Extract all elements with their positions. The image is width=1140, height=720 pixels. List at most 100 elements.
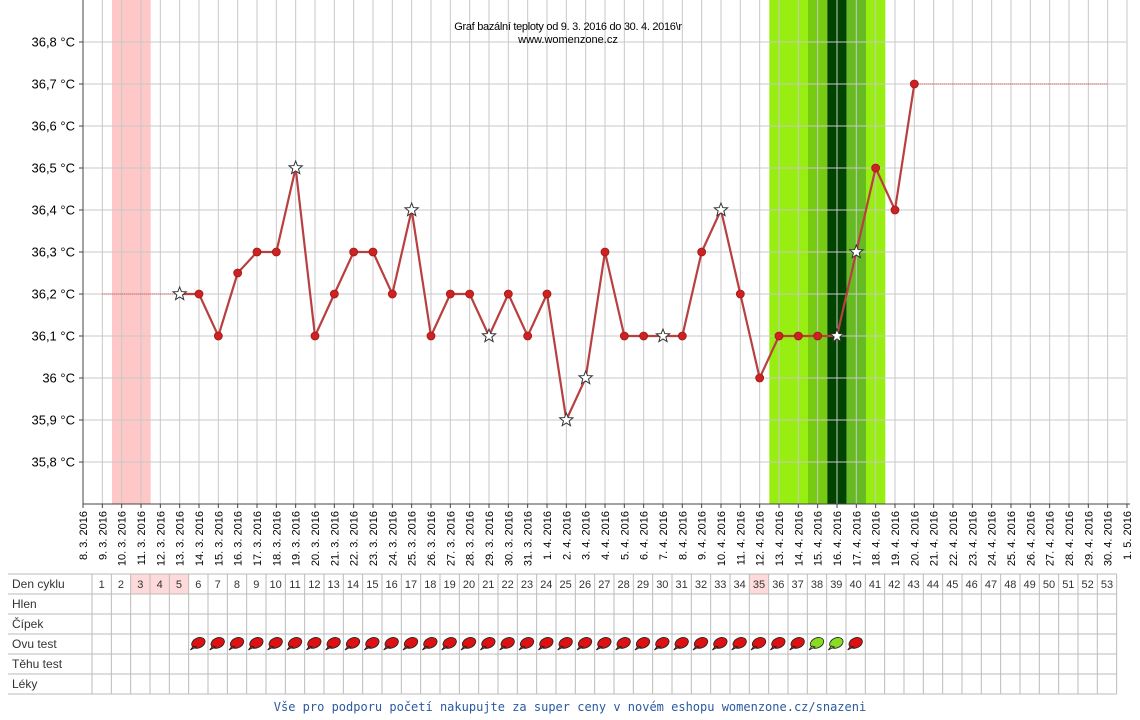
- x-tick-label: 28. 4. 2016: [1064, 511, 1076, 566]
- data-point: [310, 331, 320, 341]
- x-tick-label: 9. 3. 2016: [97, 511, 109, 560]
- data-point: [233, 268, 243, 278]
- cycle-day-label: 17: [405, 579, 417, 591]
- table-row-label: Den cyklu: [12, 577, 65, 591]
- cycle-day-label: 15: [366, 579, 378, 591]
- ovu-test-negative-icon: [422, 637, 438, 651]
- ovu-test-negative-icon: [190, 637, 206, 651]
- cycle-day-label: 26: [579, 579, 591, 591]
- chart-axes: [79, 0, 1130, 508]
- cycle-day-label: 6: [195, 579, 201, 591]
- y-tick-label: 36,5 °C: [31, 161, 75, 176]
- x-tick-label: 23. 4. 2016: [967, 511, 979, 566]
- cycle-day-label: 49: [1024, 579, 1036, 591]
- ovu-test-negative-icon: [441, 637, 457, 651]
- cycle-day-label: 20: [463, 579, 475, 591]
- ovu-test-negative-icon: [499, 637, 515, 651]
- highlighted-day-cell: [749, 574, 769, 594]
- cycle-day-label: 46: [966, 579, 978, 591]
- cycle-day-label: 29: [637, 579, 649, 591]
- data-point: [252, 247, 262, 257]
- data-point: [619, 331, 629, 341]
- data-point: [194, 289, 204, 299]
- data-point: [909, 79, 919, 89]
- x-tick-label: 17. 4. 2016: [851, 511, 863, 566]
- cycle-day-label: 25: [560, 579, 572, 591]
- y-tick-label: 36,6 °C: [31, 119, 75, 134]
- highlighted-day-cell: [169, 574, 189, 594]
- x-tick-label: 24. 4. 2016: [987, 511, 999, 566]
- data-point: [677, 331, 687, 341]
- ovu-test-negative-icon: [267, 637, 283, 651]
- data-point-star: [655, 327, 671, 343]
- cycle-day-label: 3: [137, 579, 143, 591]
- x-tick-label: 26. 3. 2016: [426, 511, 438, 566]
- data-point-star: [713, 201, 729, 217]
- data-point-star: [403, 201, 420, 217]
- table-row-label: Hlen: [12, 597, 37, 611]
- chart-title: Graf bazální teploty od 9. 3. 2016 do 30…: [454, 21, 682, 33]
- ovu-test-positive-icon: [828, 637, 844, 651]
- bbt-chart: Graf bazální teploty od 9. 3. 2016 do 30…: [8, 0, 1134, 695]
- x-tick-label: 17. 3. 2016: [252, 511, 264, 566]
- y-tick-label: 36,3 °C: [31, 245, 75, 260]
- cycle-day-label: 52: [1082, 579, 1094, 591]
- ovu-test-negative-icon: [209, 637, 225, 651]
- ovu-test-negative-icon: [847, 637, 863, 651]
- cycle-day-label: 5: [176, 579, 182, 591]
- ovu-test-negative-icon: [634, 637, 651, 651]
- x-tick-label: 12. 3. 2016: [155, 511, 167, 566]
- ovu-test-negative-icon: [596, 637, 612, 651]
- data-point: [639, 331, 649, 341]
- data-point-star: [829, 327, 845, 343]
- cycle-day-label: 43: [908, 579, 920, 591]
- cycle-day-label: 42: [888, 579, 900, 591]
- cycle-table: Den cyklu Hlen Čípek Ovu test Těhu test Léky 1…: [8, 573, 1118, 695]
- y-tick-labels: 35,8 °C 35,9 °C 36 °C 36,1 °C 36,2 °C 36,3 °C…: [31, 35, 75, 470]
- ovu-test-negative-icon: [460, 637, 477, 651]
- x-tick-label: 11. 4. 2016: [735, 511, 747, 565]
- x-tick-label: 13. 4. 2016: [774, 511, 786, 566]
- ovu-test-negative-icon: [712, 637, 728, 651]
- ovu-test-negative-icon: [789, 637, 805, 651]
- y-tick-label: 36,7 °C: [31, 77, 75, 92]
- chart-grid: [82, 0, 1128, 504]
- cycle-day-label: 8: [234, 579, 240, 591]
- cycle-day-label: 47: [985, 579, 997, 591]
- x-tick-label: 15. 4. 2016: [813, 511, 825, 566]
- x-tick-label: 14. 3. 2016: [194, 511, 206, 566]
- ovu-test-negative-icon: [750, 637, 767, 651]
- x-tick-label: 31. 3. 2016: [523, 511, 535, 566]
- data-point: [697, 247, 707, 257]
- ovu-test-negative-icon: [480, 637, 496, 651]
- x-tick-label: 10. 4. 2016: [716, 511, 728, 566]
- x-tick-label: 1. 4. 2016: [542, 511, 554, 560]
- cycle-day-label: 39: [830, 579, 842, 591]
- x-tick-label: 14. 4. 2016: [793, 511, 805, 566]
- shop-link[interactable]: Vše pro podporu početí nakupujte za supe…: [273, 700, 867, 714]
- table-row-label: Léky: [12, 677, 37, 691]
- cycle-day-label: 30: [656, 579, 668, 591]
- y-tick-label: 36,4 °C: [31, 203, 75, 218]
- x-tick-label: 22. 4. 2016: [948, 511, 960, 566]
- data-point: [349, 247, 359, 257]
- data-point-star: [577, 369, 594, 385]
- cycle-day-label: 27: [598, 579, 610, 591]
- ovu-test-negative-icon: [518, 637, 535, 651]
- x-tick-label: 29. 4. 2016: [1083, 511, 1095, 566]
- cycle-day-label: 21: [482, 579, 494, 591]
- chart-subtitle: www.womenzone.cz: [517, 34, 618, 46]
- ovu-test-negative-icon: [228, 637, 245, 651]
- cycle-day-label: 10: [270, 579, 282, 591]
- x-tick-label: 10. 3. 2016: [117, 511, 129, 566]
- x-tick-label: 30. 3. 2016: [503, 511, 515, 566]
- cycle-day-label: 41: [869, 579, 881, 591]
- cycle-day-label: 28: [618, 579, 630, 591]
- cycle-day-label: 45: [946, 579, 958, 591]
- x-tick-label: 20. 3. 2016: [310, 511, 322, 566]
- x-tick-label: 21. 4. 2016: [929, 511, 941, 566]
- data-point-star: [558, 411, 575, 427]
- data-point: [426, 331, 436, 341]
- cycle-day-label: 24: [540, 579, 552, 591]
- x-tick-label: 7. 4. 2016: [658, 511, 670, 560]
